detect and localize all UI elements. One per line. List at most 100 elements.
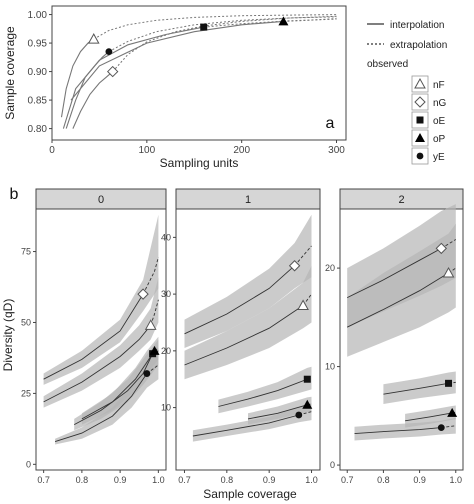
panel-label-a: a xyxy=(326,115,335,132)
legend-marker-nG xyxy=(414,96,426,108)
extrap-line-nG xyxy=(142,257,159,295)
confidence-band-nF xyxy=(184,265,312,380)
extrap-line-yE xyxy=(146,364,159,374)
confidence-band-nG xyxy=(347,204,456,328)
x-axis-label-b: Sample coverage xyxy=(203,487,297,501)
extrap-line-nG xyxy=(294,245,312,266)
facet-0: 0 0.7 0.8 0.9 1.0 0 25 50 75 xyxy=(21,188,167,485)
observed-point-oP xyxy=(278,16,289,26)
y-tick-label-a: 0.85 xyxy=(28,96,48,107)
legend-interp-label: interpolation xyxy=(390,20,444,31)
observed-point-oP xyxy=(302,399,313,409)
confidence-band-yE xyxy=(55,348,159,445)
interp-line-nF xyxy=(43,325,152,403)
x-tick-label-b: 0.7 xyxy=(178,475,191,485)
y-axis-label-a: Sample coverage xyxy=(3,26,17,120)
extrap-line-nF xyxy=(93,14,337,40)
confidence-band-oE xyxy=(218,366,312,414)
interp-line-oE xyxy=(383,382,449,395)
facet-strip-label-0: 0 xyxy=(98,194,104,206)
interp-line-yE xyxy=(65,51,110,129)
interp-line-yE xyxy=(54,373,148,443)
y-tick-label-b: 25 xyxy=(21,388,31,398)
legend-marker-oE xyxy=(416,116,424,124)
x-tick-label-b: 0.7 xyxy=(341,475,354,485)
observed-point-nF xyxy=(144,319,157,330)
x-tick-label-a: 100 xyxy=(138,145,155,156)
observed-point-nG xyxy=(435,242,448,255)
legend-marker-yE xyxy=(416,152,424,160)
legend-extrap-label: extrapolation xyxy=(390,40,447,51)
interp-line-oE xyxy=(73,353,154,425)
observed-point-yE xyxy=(437,424,445,432)
panel-a-frame xyxy=(51,5,347,141)
y-tick-label-b: 75 xyxy=(21,247,31,257)
observed-point-nG xyxy=(137,288,149,300)
interp-line-oP xyxy=(70,20,284,101)
x-tick-label-a: 0 xyxy=(49,145,55,156)
y-tick-label-a: 0.90 xyxy=(28,67,48,78)
interp-line-nG xyxy=(184,265,295,335)
observed-point-yE xyxy=(295,411,303,419)
observed-point-oP xyxy=(447,407,458,417)
y-axis-label-b: Diversity (qD) xyxy=(1,299,15,372)
observed-point-nF xyxy=(297,299,309,310)
interp-line-yE xyxy=(354,427,442,435)
observed-point-oE xyxy=(200,23,208,31)
legend-label-oP: oP xyxy=(433,134,446,145)
y-tick-label-b: 20 xyxy=(325,263,335,273)
interp-line-oE xyxy=(218,378,308,407)
x-tick-label-b: 0.9 xyxy=(263,475,276,485)
y-tick-label-a: 0.80 xyxy=(28,124,48,135)
legend-label-yE: yE xyxy=(433,152,445,163)
x-tick-label-b: 1.0 xyxy=(152,475,165,485)
y-tick-label-b: 50 xyxy=(21,317,31,327)
confidence-band-oP xyxy=(248,396,312,425)
legend-label-nG: nG xyxy=(433,98,447,109)
x-tick-label-a: 200 xyxy=(233,145,250,156)
x-tick-label-b: 0.9 xyxy=(114,475,127,485)
interp-line-nF xyxy=(184,305,304,366)
y-tick-label-b: 10 xyxy=(161,403,171,413)
y-tick-label-b: 40 xyxy=(161,232,171,242)
confidence-band-nG xyxy=(43,214,159,385)
legend-observed-title: observed xyxy=(367,59,408,70)
interp-line-nG xyxy=(347,248,442,299)
interp-line-nG xyxy=(72,71,114,129)
y-tick-label-b: 10 xyxy=(325,362,335,372)
observed-point-nF xyxy=(87,33,100,44)
observed-point-yE xyxy=(105,48,113,56)
y-tick-label-b: 0 xyxy=(330,460,335,470)
observed-point-nF xyxy=(442,266,455,278)
x-tick-label-b: 0.7 xyxy=(37,475,50,485)
interp-line-yE xyxy=(192,414,299,437)
observed-point-oE xyxy=(303,375,311,383)
y-tick-label-a: 0.95 xyxy=(28,39,48,50)
observed-point-oP xyxy=(149,345,160,355)
interp-line-oP xyxy=(247,404,308,420)
interp-line-oE xyxy=(62,26,204,129)
interp-line-oP xyxy=(81,350,155,420)
observed-point-yE xyxy=(143,370,151,377)
facet-2: 2 0.7 0.8 0.9 1.0 0 10 20 xyxy=(325,188,464,485)
legend-marker-nF xyxy=(414,77,426,89)
confidence-band-oP xyxy=(81,336,159,425)
x-tick-label-b: 0.8 xyxy=(221,475,234,485)
y-tick-label-a: 1.00 xyxy=(28,10,48,21)
panel-label-b: b xyxy=(10,186,19,203)
x-tick-label-b: 0.8 xyxy=(76,475,89,485)
x-tick-label-b: 0.9 xyxy=(413,475,426,485)
confidence-band-yE xyxy=(354,417,456,441)
extrap-line-nF xyxy=(150,299,159,326)
panel-a-coverage-plot: 0 100 200 300 0.80 0.85 0.90 0.95 1.00 Sampling u… xyxy=(3,5,347,170)
observed-point-nG xyxy=(288,260,301,272)
confidence-band-yE xyxy=(192,403,312,442)
observed-point-oE xyxy=(445,379,453,387)
legend-label-nF: nF xyxy=(433,80,445,91)
x-tick-label-b: 0.8 xyxy=(377,475,390,485)
interp-line-oP xyxy=(405,412,453,422)
confidence-band-nG xyxy=(184,214,312,348)
x-tick-label-a: 300 xyxy=(328,145,345,156)
